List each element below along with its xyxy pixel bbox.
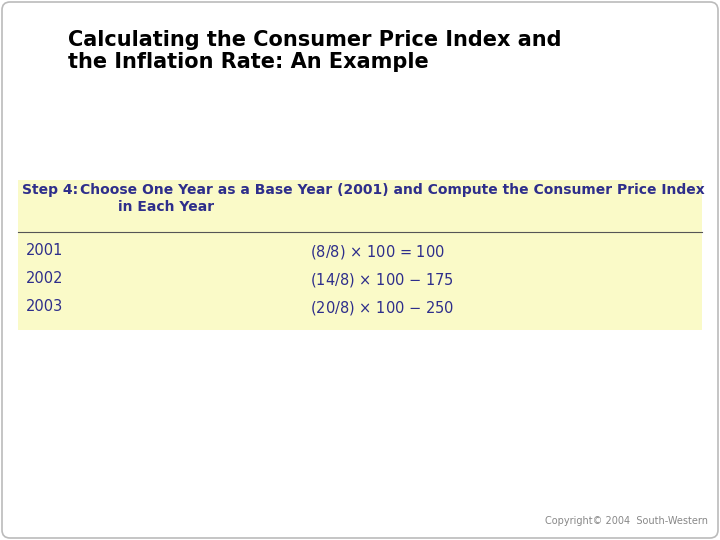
Text: 2001: 2001: [26, 243, 63, 258]
Text: ($8/$8) × 100 = 100: ($8/$8) × 100 = 100: [310, 243, 445, 261]
Text: Choose One Year as a Base Year (2001) and Compute the Consumer Price Index: Choose One Year as a Base Year (2001) an…: [80, 183, 705, 197]
Text: Copyright© 2004  South-Western: Copyright© 2004 South-Western: [545, 516, 708, 526]
Text: ($20/$8) × 100 − 250: ($20/$8) × 100 − 250: [310, 299, 454, 317]
Text: ($14/$8) × 100 − 175: ($14/$8) × 100 − 175: [310, 271, 454, 289]
Text: the Inflation Rate: An Example: the Inflation Rate: An Example: [68, 52, 428, 72]
Text: 2003: 2003: [26, 299, 63, 314]
FancyBboxPatch shape: [18, 180, 702, 330]
Text: Step 4:: Step 4:: [22, 183, 78, 197]
Text: Calculating the Consumer Price Index and: Calculating the Consumer Price Index and: [68, 30, 562, 50]
Text: in Each Year: in Each Year: [118, 200, 214, 214]
Text: 2002: 2002: [26, 271, 63, 286]
